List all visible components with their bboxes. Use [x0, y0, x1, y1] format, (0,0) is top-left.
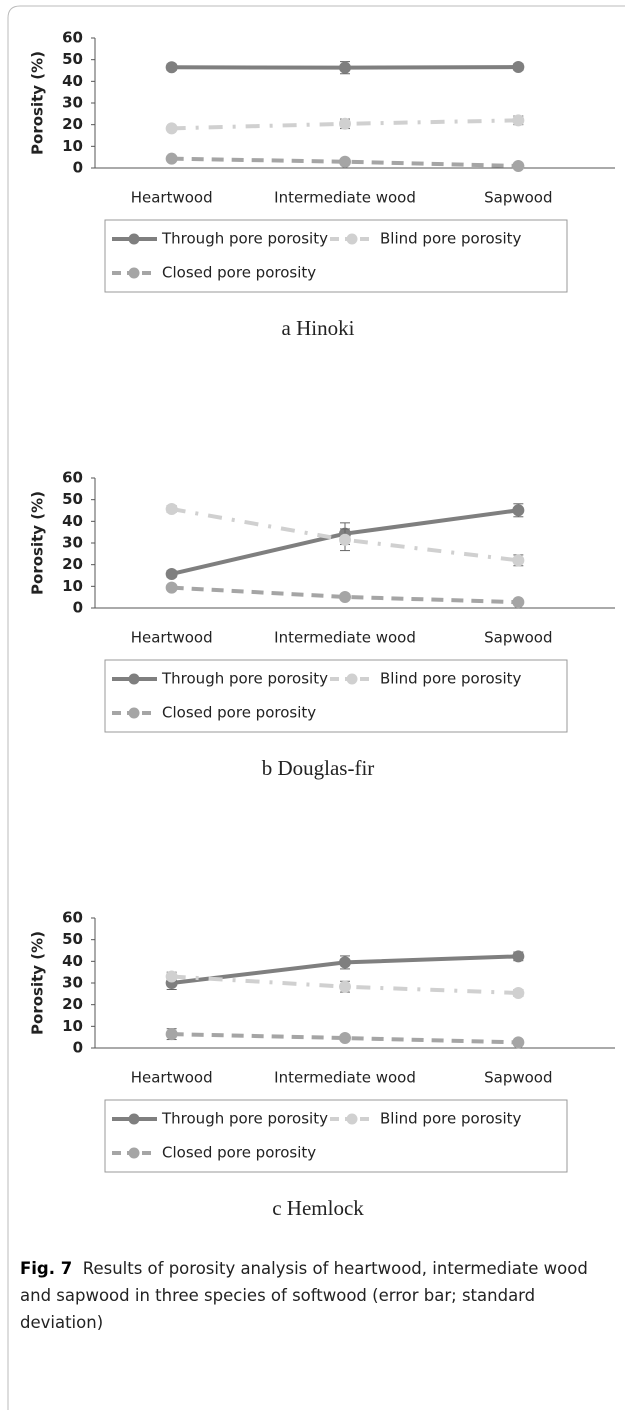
- y-tick-label: 40: [62, 72, 83, 90]
- x-tick-label: Heartwood: [131, 629, 213, 647]
- legend-marker: [346, 1113, 358, 1125]
- x-tick-label: Heartwood: [131, 189, 213, 207]
- marker: [165, 152, 178, 165]
- marker: [165, 61, 178, 74]
- y-tick-label: 40: [62, 512, 83, 530]
- series-line: [171, 1032, 519, 1045]
- marker: [339, 1032, 351, 1045]
- y-axis-label: Porosity (%): [29, 51, 47, 155]
- marker: [339, 590, 351, 603]
- legend-marker: [128, 1147, 140, 1159]
- marker: [165, 970, 178, 983]
- marker: [512, 1036, 525, 1049]
- y-tick-label: 30: [62, 974, 83, 992]
- marker: [339, 61, 351, 74]
- legend-box: [104, 219, 568, 293]
- y-tick-label: 50: [62, 490, 83, 508]
- caption-label: Fig. 7: [20, 1259, 73, 1278]
- marker: [165, 502, 178, 515]
- legend-marker: [128, 267, 140, 279]
- y-axis-label: Porosity (%): [29, 491, 47, 595]
- y-tick-label: 0: [73, 599, 83, 617]
- legend-marker: [346, 233, 358, 245]
- x-tick-label: Intermediate wood: [274, 629, 416, 647]
- marker: [165, 122, 178, 135]
- marker: [339, 155, 351, 168]
- legend-label: Through pore porosity: [161, 230, 328, 248]
- marker: [165, 1028, 178, 1041]
- y-tick-label: 0: [73, 159, 83, 177]
- y-tick-label: 30: [62, 94, 83, 112]
- y-tick-label: 60: [62, 29, 83, 47]
- y-tick-label: 20: [62, 555, 83, 573]
- y-tick-label: 10: [62, 1017, 83, 1035]
- x-tick-label: Sapwood: [484, 629, 552, 647]
- x-tick-label: Intermediate wood: [274, 189, 416, 207]
- y-tick-label: 0: [73, 1039, 83, 1057]
- chart-title: b Douglas-fir: [262, 756, 375, 780]
- caption-text: Results of porosity analysis of heartwoo…: [20, 1259, 588, 1332]
- y-tick-label: 60: [62, 909, 83, 927]
- legend-box: [104, 1099, 568, 1173]
- x-tick-label: Heartwood: [131, 1069, 213, 1087]
- legend-label: Through pore porosity: [161, 670, 328, 688]
- y-tick-label: 30: [62, 534, 83, 552]
- y-tick-label: 20: [62, 995, 83, 1013]
- marker: [512, 596, 525, 609]
- y-tick-label: 20: [62, 115, 83, 133]
- legend-marker: [128, 1113, 140, 1125]
- x-tick-label: Intermediate wood: [274, 1069, 416, 1087]
- legend-marker: [128, 233, 140, 245]
- marker: [512, 160, 525, 173]
- legend-label: Blind pore porosity: [380, 230, 522, 248]
- legend-label: Closed pore porosity: [162, 704, 316, 722]
- marker: [165, 567, 178, 580]
- legend-label: Blind pore porosity: [380, 1110, 522, 1128]
- marker: [512, 114, 525, 127]
- marker: [512, 950, 525, 963]
- legend-label: Closed pore porosity: [162, 1144, 316, 1162]
- chart-title: c Hemlock: [272, 1196, 364, 1220]
- marker: [512, 986, 525, 999]
- caption: Fig. 7 Results of porosity analysis of h…: [20, 1255, 610, 1336]
- legend-label: Blind pore porosity: [380, 670, 522, 688]
- series-line: [171, 585, 519, 605]
- y-tick-label: 10: [62, 137, 83, 155]
- x-tick-label: Sapwood: [484, 189, 552, 207]
- marker: [339, 117, 351, 130]
- y-tick-label: 50: [62, 50, 83, 68]
- legend-marker: [128, 673, 140, 685]
- legend-marker: [128, 707, 140, 719]
- marker: [339, 533, 351, 546]
- x-tick-label: Sapwood: [484, 1069, 552, 1087]
- y-tick-label: 10: [62, 577, 83, 595]
- legend-box: [104, 659, 568, 733]
- chart-title: a Hinoki: [282, 316, 355, 340]
- y-axis-label: Porosity (%): [29, 931, 47, 1035]
- frame: [7, 5, 625, 1410]
- legend-label: Closed pore porosity: [162, 264, 316, 282]
- y-tick-label: 50: [62, 930, 83, 948]
- marker: [339, 956, 351, 969]
- y-tick-label: 60: [62, 469, 83, 487]
- y-tick-label: 40: [62, 952, 83, 970]
- marker: [512, 554, 525, 567]
- marker: [512, 504, 525, 517]
- marker: [512, 61, 525, 74]
- marker: [165, 581, 178, 594]
- legend-marker: [346, 673, 358, 685]
- marker: [339, 980, 351, 993]
- legend-label: Through pore porosity: [161, 1110, 328, 1128]
- series-line: [171, 156, 519, 169]
